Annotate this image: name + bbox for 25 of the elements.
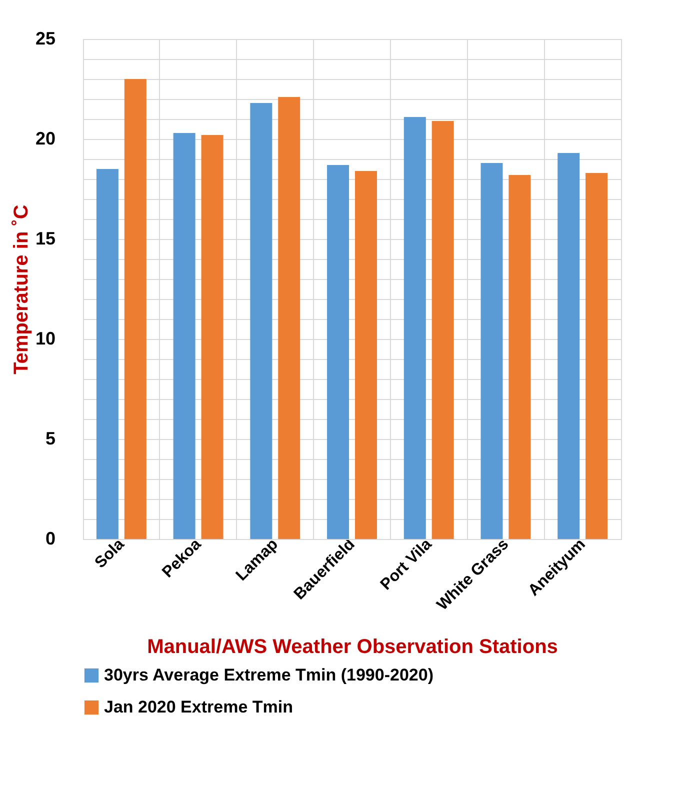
bar (278, 97, 300, 539)
bar (327, 165, 350, 539)
bar (250, 103, 272, 539)
bar (508, 175, 531, 539)
x-tick-label: Sola (92, 536, 128, 572)
bar (480, 163, 503, 539)
y-tick-label: 10 (35, 328, 56, 348)
y-tick-label: 0 (45, 528, 56, 548)
bar (432, 121, 454, 539)
y-axis-title: Temperature in ˚C (10, 204, 32, 374)
y-tick-label: 25 (35, 28, 56, 48)
bar (173, 133, 196, 539)
bar (354, 171, 377, 539)
y-tick-label: 15 (35, 228, 56, 248)
bar (586, 173, 608, 539)
legend-label: 30yrs Average Extreme Tmin (1990-2020) (104, 666, 434, 684)
y-tick-label: 5 (45, 428, 56, 448)
bar (201, 135, 224, 539)
bar (404, 117, 426, 539)
bar (124, 79, 146, 539)
bar (558, 153, 580, 539)
x-axis-title: Manual/AWS Weather Observation Stations (147, 636, 558, 658)
y-tick-label: 20 (35, 128, 56, 148)
bar (96, 169, 118, 539)
legend-label: Jan 2020 Extreme Tmin (104, 698, 293, 716)
